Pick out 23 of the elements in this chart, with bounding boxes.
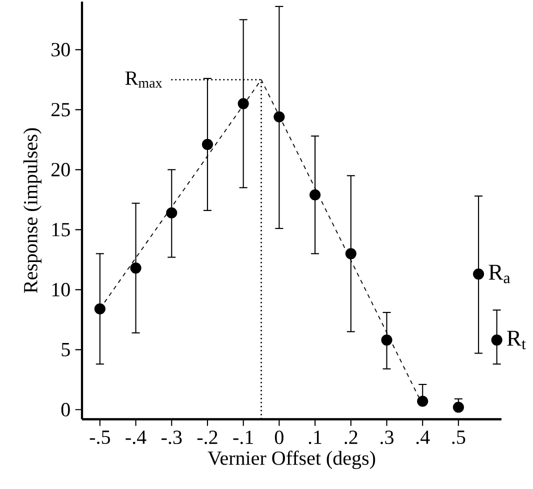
- x-tick-label: .3: [380, 430, 394, 444]
- x-tick-label: -.3: [162, 430, 182, 444]
- y-tick-label: 20: [52, 162, 70, 176]
- x-axis-title: Vernier Offset (degs): [208, 450, 376, 470]
- y-tick-label: 15: [52, 222, 70, 236]
- ref-line-label: R$_{max}$: [125, 72, 162, 88]
- y-tick-label: 30: [52, 42, 70, 56]
- y-tick-label: 5: [62, 343, 70, 356]
- y-tick-label: 10: [52, 282, 70, 296]
- y-axis-title: Response (impulses): [23, 128, 42, 293]
- series-label: R$_{a}$: [488, 264, 510, 284]
- series-label: R$_{t}$: [507, 330, 526, 350]
- x-tick-label: .5: [452, 430, 466, 444]
- y-tick-label: 25: [52, 102, 70, 116]
- y-tick-label: 0: [61, 402, 70, 416]
- x-tick-label: -.5: [90, 430, 110, 444]
- x-tick-label: -.1: [233, 430, 253, 444]
- x-tick-label: -.2: [197, 430, 218, 444]
- x-tick-label: 0: [274, 430, 284, 444]
- x-tick-label: .1: [308, 430, 322, 444]
- x-tick-label: .2: [344, 430, 358, 444]
- x-tick-label: -.4: [126, 430, 146, 444]
- x-tick-label: .4: [416, 430, 430, 444]
